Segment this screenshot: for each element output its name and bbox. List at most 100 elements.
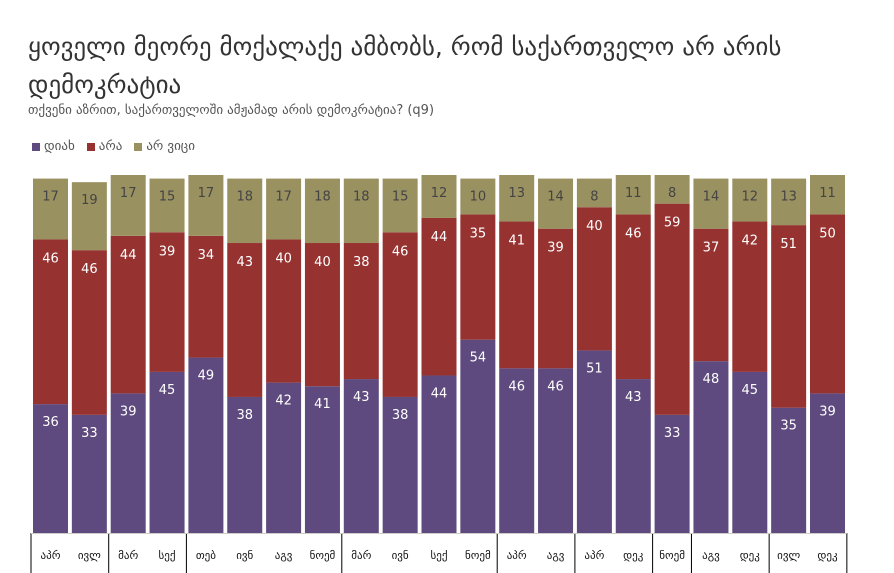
data-label: 39	[819, 404, 836, 419]
data-label: 15	[159, 190, 176, 205]
bar-segment	[188, 235, 224, 358]
data-label: 45	[742, 383, 759, 398]
data-label: 40	[275, 251, 292, 266]
x-tick-label: აპრ	[584, 549, 604, 562]
legend: დიახ არა არ ვიცი	[32, 139, 195, 154]
data-label: 46	[547, 379, 564, 394]
data-label: 42	[742, 234, 759, 249]
x-tick-label: ნოემ	[659, 549, 685, 562]
bar-segment	[615, 214, 651, 380]
x-tick-label: თებ	[196, 549, 216, 562]
bar-segment	[460, 339, 496, 533]
data-label: 43	[236, 255, 253, 270]
data-label: 11	[819, 186, 836, 201]
data-label: 54	[470, 351, 487, 366]
data-label: 38	[236, 408, 253, 423]
bar-segment	[771, 225, 807, 408]
data-label: 33	[664, 426, 681, 441]
bar-segment	[421, 217, 457, 376]
chart-subtitle: თქვენი აზრით, საქართველოში ამჟამად არის …	[28, 103, 435, 118]
bar-segment	[343, 379, 379, 533]
bar-segment	[266, 239, 302, 383]
bar-segment	[149, 371, 185, 533]
x-tick-label: ივლ	[78, 549, 101, 562]
data-label: 12	[742, 190, 759, 205]
x-tick-label: აპრ	[507, 549, 527, 562]
bar-segment	[499, 175, 535, 222]
legend-label: არა	[98, 139, 123, 154]
chart-title: ყოველი მეორე მოქალაქე ამბობს, რომ საქართ…	[28, 32, 782, 99]
x-tick-label: აგვ	[547, 549, 565, 562]
bar-segment	[266, 178, 302, 240]
data-label: 42	[275, 394, 292, 409]
bar-segment	[810, 214, 845, 394]
bar-segment	[538, 368, 574, 533]
data-label: 46	[81, 262, 98, 277]
bar-segment	[771, 407, 807, 533]
bar-segment	[110, 393, 146, 533]
data-label: 35	[470, 226, 487, 241]
bar-segment	[266, 382, 302, 533]
bar-segment	[110, 175, 146, 236]
x-tick-label: სექ	[431, 549, 448, 562]
data-label: 17	[120, 186, 137, 201]
data-label: 40	[586, 219, 603, 234]
data-label: 44	[431, 230, 448, 245]
data-label: 34	[198, 248, 215, 263]
x-tick-label: აპრ	[41, 549, 61, 562]
data-label: 44	[120, 248, 137, 263]
data-label: 46	[625, 226, 642, 241]
bar-segment	[110, 235, 146, 394]
legend-swatch	[32, 142, 40, 151]
x-tick-label: დეკ	[817, 549, 838, 562]
bar-segment	[304, 178, 340, 244]
x-tick-label: დეკ	[740, 549, 761, 562]
bar-segment	[771, 178, 807, 226]
bar-segment	[810, 175, 845, 215]
x-tick-label: ივნ	[236, 549, 253, 562]
data-label: 40	[314, 255, 331, 270]
bar-segment	[810, 393, 845, 533]
data-label: 19	[81, 193, 98, 208]
data-label: 8	[668, 186, 676, 201]
bar-segment	[71, 414, 107, 533]
x-tick-label: დეკ	[623, 549, 644, 562]
data-label: 13	[780, 190, 797, 205]
data-label: 18	[353, 190, 370, 205]
data-label: 46	[392, 244, 409, 259]
bar-segment	[304, 243, 340, 387]
data-label: 14	[547, 190, 564, 205]
bar-segment	[188, 357, 224, 533]
bar-segment	[538, 178, 574, 229]
data-label: 12	[431, 186, 448, 201]
x-tick-label: ნოემ	[310, 549, 336, 562]
data-label: 46	[42, 251, 59, 266]
bar-segment	[149, 232, 185, 372]
bar-segment	[71, 182, 107, 251]
data-label: 50	[819, 226, 836, 241]
data-label: 33	[81, 426, 98, 441]
bar-segment	[227, 396, 263, 533]
data-label: 18	[314, 190, 331, 205]
bar-segment	[227, 243, 263, 397]
bar-segment	[499, 368, 535, 533]
data-label: 35	[780, 419, 797, 434]
bar-segment	[693, 361, 729, 533]
bar-segment	[71, 250, 107, 415]
bar-segment	[654, 414, 690, 533]
data-label: 11	[625, 186, 642, 201]
bar-segment	[33, 178, 68, 240]
bar-segment	[732, 178, 768, 222]
legend-swatch	[86, 142, 95, 151]
bar-segment	[421, 175, 457, 218]
bar-segment	[382, 232, 418, 397]
bar-segment	[382, 396, 418, 533]
data-label: 17	[275, 190, 292, 205]
data-label: 46	[508, 379, 525, 394]
data-label: 17	[42, 190, 59, 205]
bar-segment	[33, 404, 68, 533]
data-label: 38	[353, 255, 370, 270]
bar-segment	[343, 243, 379, 380]
data-label: 51	[586, 361, 603, 376]
